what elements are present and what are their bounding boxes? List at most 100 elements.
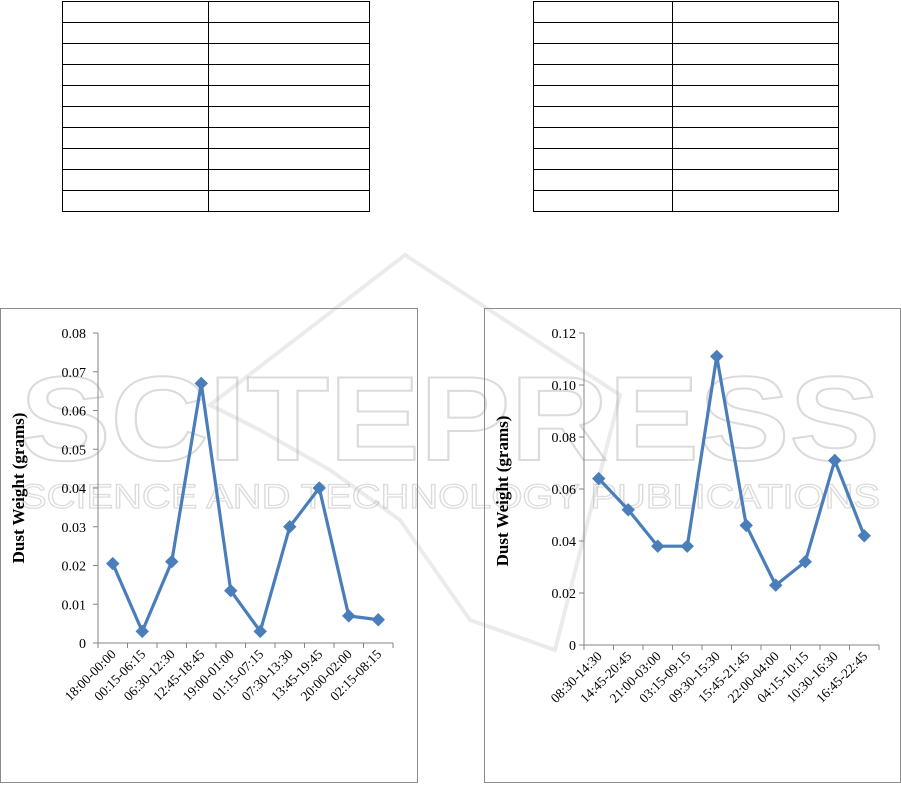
left-table-row	[62, 106, 370, 128]
left-table-cell	[62, 148, 209, 170]
left-chart-y-tick-label: 0.03	[62, 521, 87, 536]
right-table-row	[533, 43, 839, 65]
left-chart-y-tick-label: 0.05	[62, 443, 87, 458]
left-chart-y-tick-label: 0.06	[62, 405, 87, 420]
right-table-cell	[533, 127, 673, 149]
left-table-row	[62, 169, 370, 191]
right-table-cell	[533, 1, 673, 23]
left-chart-y-tick-label: 0.08	[62, 327, 87, 342]
left-table-cell	[62, 85, 209, 107]
right-chart-data-point	[621, 503, 635, 517]
left-table-cell	[62, 127, 209, 149]
left-chart-data-point	[135, 624, 149, 639]
right-table-row	[533, 22, 839, 44]
right-chart-data-point	[592, 471, 606, 486]
left-table-cell	[208, 64, 370, 86]
right-table-cell	[533, 64, 673, 86]
left-table-row	[62, 85, 370, 107]
right-table-cell	[533, 148, 673, 170]
right-table-row	[533, 190, 839, 212]
right-table-cell	[533, 106, 673, 128]
left-table-cell	[62, 169, 209, 191]
right-data-table	[533, 1, 839, 212]
right-table-cell	[533, 190, 673, 212]
left-chart-series-line	[111, 381, 379, 633]
left-table-cell	[62, 190, 209, 212]
left-chart-data-point	[106, 556, 120, 571]
right-chart-data-point	[828, 453, 842, 468]
left-table-row	[62, 43, 370, 65]
left-table-cell	[208, 85, 370, 107]
right-table-cell	[672, 190, 839, 212]
right-chart-y-tick-label: 0	[569, 639, 576, 654]
left-table-row	[62, 22, 370, 44]
right-table-cell	[672, 148, 839, 170]
right-table-cell	[672, 85, 839, 107]
left-chart-frame	[0, 308, 418, 783]
right-table-row	[533, 1, 839, 23]
right-table-row	[533, 64, 839, 86]
left-chart-data-point	[224, 583, 238, 598]
left-table-cell	[208, 43, 370, 65]
left-table-row	[62, 64, 370, 86]
left-chart-y-tick-label: 0	[79, 637, 86, 652]
right-chart-data-point	[798, 555, 812, 569]
right-chart-y-tick-label: 0.06	[552, 483, 577, 498]
right-chart-data-point	[739, 518, 753, 533]
left-chart-data-point	[371, 613, 385, 627]
right-table-cell	[672, 169, 839, 191]
left-chart-y-tick-label: 0.07	[62, 366, 87, 381]
left-table-cell	[62, 22, 209, 44]
right-chart-y-tick-label: 0.08	[552, 431, 577, 446]
right-table-cell	[672, 1, 839, 23]
left-table-cell	[208, 190, 370, 212]
left-chart-y-tick-label: 0.01	[62, 598, 87, 613]
left-table-cell	[62, 64, 209, 86]
right-chart-y-tick-label: 0.10	[552, 379, 577, 394]
left-line-chart: 00.010.020.030.040.050.060.070.0818:00-0…	[9, 327, 394, 704]
left-chart-data-point	[342, 609, 356, 623]
right-chart-data-point	[857, 529, 871, 543]
left-table-cell	[208, 148, 370, 170]
left-table-cell	[62, 106, 209, 128]
left-table-cell	[208, 169, 370, 191]
right-table-cell	[533, 169, 673, 191]
left-data-table	[62, 1, 370, 212]
left-chart-y-tick-label: 0.04	[62, 482, 87, 497]
right-chart-y-axis-title: Dust Weight (grams)	[493, 416, 512, 567]
right-chart-data-point	[651, 539, 665, 553]
right-table-cell	[533, 22, 673, 44]
right-table-row	[533, 127, 839, 149]
left-chart-data-point	[194, 376, 208, 391]
right-table-row	[533, 169, 839, 191]
right-table-cell	[533, 85, 673, 107]
left-chart-data-point	[165, 554, 179, 569]
right-table-row	[533, 106, 839, 128]
left-table-row	[62, 148, 370, 170]
right-table-cell	[533, 43, 673, 65]
right-chart-series-line	[597, 354, 866, 587]
right-chart-y-tick-label: 0.12	[552, 327, 577, 342]
right-chart-y-tick-label: 0.02	[552, 587, 577, 602]
left-table-cell	[208, 106, 370, 128]
left-chart-y-axis-title: Dust Weight (grams)	[9, 413, 28, 564]
right-line-chart: 00.020.040.060.080.100.1208:30-14:3014:4…	[493, 327, 880, 706]
left-table-cell	[208, 22, 370, 44]
left-table-row	[62, 190, 370, 212]
left-chart-data-point	[253, 624, 267, 639]
right-table-row	[533, 148, 839, 170]
right-chart-y-tick-label: 0.04	[552, 535, 577, 550]
left-chart-y-tick-label: 0.02	[62, 560, 87, 575]
right-table-row	[533, 85, 839, 107]
right-chart-data-point	[769, 578, 783, 592]
right-chart-data-point	[680, 539, 694, 553]
left-chart-data-point	[312, 481, 326, 495]
left-table-cell	[208, 1, 370, 23]
left-table-row	[62, 1, 370, 23]
left-table-cell	[62, 1, 209, 23]
right-table-cell	[672, 127, 839, 149]
left-table-cell	[62, 43, 209, 65]
right-table-cell	[672, 64, 839, 86]
left-table-cell	[208, 127, 370, 149]
left-table-row	[62, 127, 370, 149]
